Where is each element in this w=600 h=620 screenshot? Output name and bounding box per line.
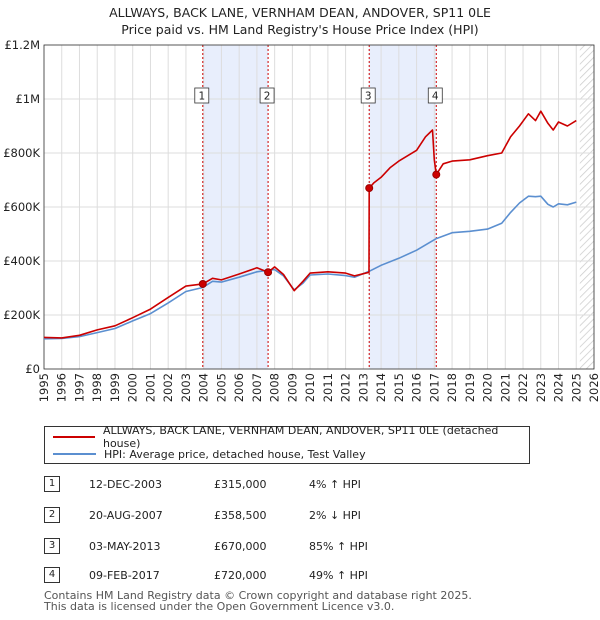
- footer: Contains HM Land Registry data © Crown c…: [44, 590, 472, 612]
- sale-point: [432, 170, 441, 179]
- sale-point: [264, 268, 273, 277]
- sale-point: [365, 184, 374, 193]
- x-tick-label: 1999: [108, 373, 122, 402]
- x-tick-label: 2007: [250, 373, 264, 402]
- y-tick-label: £0: [25, 362, 40, 376]
- legend-label-hpi: HPI: Average price, detached house, Test…: [104, 447, 366, 461]
- x-tick-label: 1998: [90, 373, 104, 402]
- y-tick-label: £200K: [3, 308, 40, 322]
- x-tick-label: 2008: [268, 373, 282, 402]
- x-tick-label: 2019: [463, 373, 477, 402]
- sale-hpi-change: 4% ↑ HPI: [309, 478, 361, 491]
- x-tick-label: 2005: [214, 373, 228, 402]
- legend-swatch-hpi: [53, 453, 96, 455]
- x-tick-label: 2014: [374, 373, 388, 402]
- x-tick-label: 2024: [552, 373, 566, 402]
- legend: ALLWAYS, BACK LANE, VERNHAM DEAN, ANDOVE…: [44, 424, 530, 464]
- x-tick-label: 2004: [197, 373, 211, 402]
- sale-label-number: 1: [198, 91, 205, 103]
- sale-row: 4 09-FEB-2017 £720,000 49% ↑ HPI: [44, 567, 564, 585]
- x-tick-label: 2003: [179, 373, 193, 402]
- legend-label-property: ALLWAYS, BACK LANE, VERNHAM DEAN, ANDOVE…: [102, 424, 499, 450]
- sale-point: [198, 279, 207, 288]
- x-tick-label: 2022: [516, 373, 530, 402]
- x-tick-label: 1997: [72, 373, 86, 402]
- sale-label-number: 4: [432, 91, 439, 103]
- x-tick-label: 2001: [143, 373, 157, 402]
- sale-label-box: [427, 87, 443, 104]
- sale-date: 20-AUG-2007: [89, 509, 163, 522]
- price-chart: ALLWAYS, BACK LANE, VERNHAM DEAN, ANDOVE…: [3, 5, 600, 402]
- sale-date: 09-FEB-2017: [89, 569, 160, 582]
- x-tick-label: 2016: [410, 373, 424, 402]
- sale-marker-box: 2: [44, 507, 60, 523]
- x-tick-label: 2023: [534, 373, 548, 402]
- sale-label-number: 3: [365, 91, 372, 103]
- x-tick-label: 2006: [232, 373, 246, 402]
- sale-row: 1 12-DEC-2003 £315,000 4% ↑ HPI: [44, 476, 564, 494]
- x-tick-label: 1996: [55, 373, 69, 402]
- sale-marker-box: 3: [44, 538, 60, 554]
- y-tick-label: £1M: [15, 92, 40, 106]
- x-tick-label: 2012: [339, 373, 353, 402]
- sale-row: 3 03-MAY-2013 £670,000 85% ↑ HPI: [44, 538, 564, 556]
- sale-date: 03-MAY-2013: [89, 540, 161, 553]
- sale-hpi-change: 85% ↑ HPI: [309, 540, 368, 553]
- sale-hpi-change: 49% ↑ HPI: [309, 569, 368, 582]
- x-tick-label: 2015: [392, 373, 406, 402]
- sale-price: £315,000: [214, 478, 267, 491]
- y-tick-label: £600K: [3, 200, 40, 214]
- y-tick-label: £800K: [3, 146, 40, 160]
- plot-frame: [43, 44, 595, 370]
- x-tick-label: 1995: [37, 373, 51, 402]
- x-tick-label: 2018: [445, 373, 459, 402]
- x-tick-label: 2021: [498, 373, 512, 402]
- x-tick-label: 2011: [321, 373, 335, 402]
- chart-title: ALLWAYS, BACK LANE, VERNHAM DEAN, ANDOVE…: [109, 5, 491, 20]
- x-tick-label: 2020: [481, 373, 495, 402]
- x-tick-label: 2025: [569, 373, 583, 402]
- sale-label-number: 2: [264, 91, 271, 103]
- legend-swatch-property: [53, 436, 95, 438]
- x-tick-label: 2010: [303, 373, 317, 402]
- y-tick-label: £400K: [3, 254, 40, 268]
- sale-label-box: [194, 87, 210, 104]
- x-tick-label: 2009: [285, 373, 299, 402]
- sale-hpi-change: 2% ↓ HPI: [309, 509, 361, 522]
- legend-item-property: ALLWAYS, BACK LANE, VERNHAM DEAN, ANDOVE…: [45, 424, 529, 450]
- footer-licence: This data is licensed under the Open Gov…: [44, 600, 395, 613]
- hpi-series-line: [44, 195, 577, 340]
- sale-row: 2 20-AUG-2007 £358,500 2% ↓ HPI: [44, 507, 564, 525]
- y-tick-label: £1.2M: [4, 38, 40, 52]
- x-tick-label: 2002: [161, 373, 175, 402]
- sale-price: £670,000: [214, 540, 267, 553]
- sale-label-box: [360, 87, 376, 104]
- sale-date: 12-DEC-2003: [89, 478, 163, 491]
- sale-label-box: [259, 87, 275, 104]
- sale-price: £720,000: [214, 569, 267, 582]
- sale-marker-box: 4: [44, 567, 60, 583]
- footer-copyright: Contains HM Land Registry data © Crown c…: [44, 589, 472, 602]
- x-tick-label: 2017: [427, 373, 441, 402]
- sale-marker-box: 1: [44, 476, 60, 492]
- legend-item-hpi: HPI: Average price, detached house, Test…: [45, 446, 366, 462]
- x-tick-label: 2000: [126, 373, 140, 402]
- x-tick-label: 2026: [587, 373, 600, 402]
- x-tick-label: 2013: [356, 373, 370, 402]
- sale-price: £358,500: [214, 509, 267, 522]
- chart-subtitle: Price paid vs. HM Land Registry's House …: [121, 22, 478, 37]
